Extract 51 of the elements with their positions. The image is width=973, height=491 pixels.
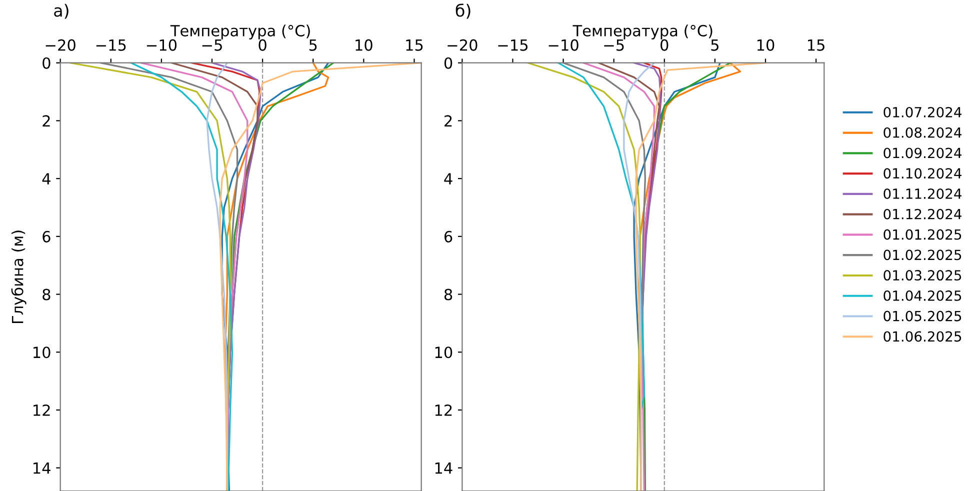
y-tick-label: 2 [444, 115, 452, 127]
y-tick-label: 10 [435, 346, 452, 358]
legend-label: 01.01.2025 [884, 229, 962, 240]
legend-label: 01.04.2025 [884, 290, 962, 301]
x-tick-label: −15 [498, 40, 528, 51]
y-tick-label: 14 [435, 462, 452, 474]
legend-label: 01.10.2024 [884, 168, 962, 179]
y-tick-label: 10 [34, 346, 50, 358]
legend-label: 01.12.2024 [884, 208, 962, 220]
y-tick-label: 12 [435, 404, 452, 416]
x-tick-label: 15 [808, 40, 824, 51]
legend-label: 01.08.2024 [884, 127, 962, 138]
x-tick-label: 10 [757, 39, 774, 51]
legend-label: 01.07.2024 [884, 106, 962, 118]
chart-title: б) [456, 4, 470, 19]
x-tick-label: 0 [258, 39, 266, 51]
y-tick-label: 8 [42, 288, 50, 300]
y-tick-label: 0 [444, 57, 452, 69]
legend-label: 01.09.2024 [884, 148, 962, 158]
y-tick-label: 6 [42, 230, 50, 242]
legend-label: 01.02.2025 [884, 250, 962, 260]
y-tick-label: 2 [42, 115, 50, 127]
y-tick-label: 8 [444, 288, 452, 300]
x-tick-label: −5 [604, 40, 624, 51]
y-axis-title: Глубина (м) [11, 230, 26, 323]
y-tick-label: 0 [42, 57, 50, 69]
legend-label: 01.11.2024 [884, 188, 962, 199]
x-axis-title: Температура (°C) [572, 24, 712, 40]
line-series [130, 62, 234, 491]
y-tick-label: 12 [34, 404, 50, 416]
x-tick-label: −10 [548, 39, 578, 51]
chart-title: а) [54, 4, 68, 19]
y-tick-label: 4 [444, 173, 452, 184]
x-tick-label: 5 [711, 40, 718, 51]
x-tick-label: 5 [309, 40, 317, 51]
line-series [635, 62, 766, 491]
x-tick-label: −5 [202, 40, 222, 51]
x-tick-label: −10 [146, 39, 177, 51]
legend-label: 01.06.2025 [884, 331, 962, 342]
x-axis-title: Температура (°C) [170, 24, 310, 40]
x-tick-label: 0 [660, 39, 668, 51]
x-tick-label: 15 [406, 40, 423, 51]
y-tick-label: 4 [42, 173, 50, 184]
x-tick-label: −20 [46, 39, 76, 51]
x-tick-label: 10 [356, 39, 372, 51]
x-tick-label: −20 [448, 39, 478, 51]
y-tick-label: 14 [34, 462, 50, 474]
x-tick-label: −15 [96, 40, 126, 51]
legend-label: 01.03.2025 [884, 270, 962, 281]
y-tick-label: 6 [444, 230, 452, 242]
legend-label: 01.05.2025 [884, 310, 962, 322]
